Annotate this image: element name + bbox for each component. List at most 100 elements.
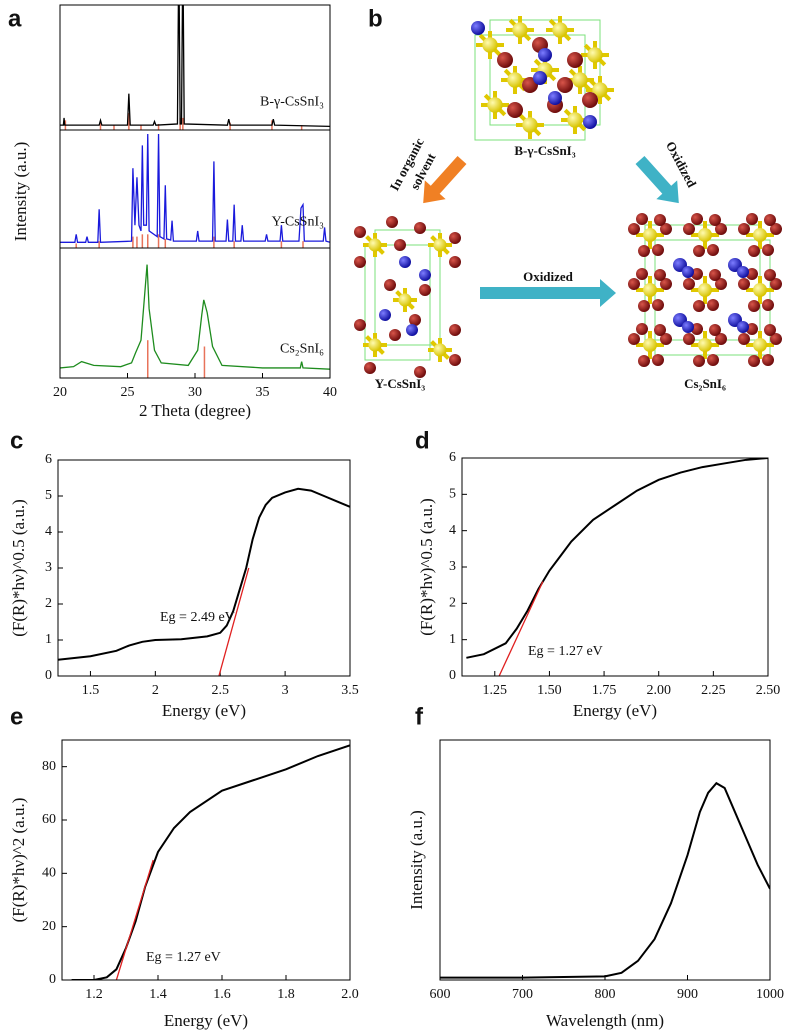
x-tick-label: 25 — [121, 385, 135, 400]
atom — [715, 333, 727, 345]
atom — [683, 278, 695, 290]
atom — [628, 333, 640, 345]
x-tick-label: 1.4 — [149, 987, 167, 1002]
atom — [748, 300, 760, 312]
x-tick-label: 800 — [595, 987, 616, 1002]
data-line — [71, 744, 350, 980]
structure-label: Cs₂SnI₆ — [684, 376, 726, 391]
y-tick-label: 60 — [42, 812, 56, 827]
plot-frame — [59, 4, 331, 379]
pattern-label: Y-CsSnI₃ — [272, 214, 324, 229]
atom — [538, 48, 552, 62]
atom — [419, 284, 431, 296]
plot-area — [71, 744, 350, 980]
atom — [762, 354, 774, 366]
atom — [691, 268, 703, 280]
atom — [557, 77, 573, 93]
atom — [567, 112, 583, 128]
x-tick-label: 900 — [677, 987, 698, 1002]
x-tick-label: 2.50 — [756, 683, 781, 698]
y-tick-label: 1 — [449, 632, 456, 647]
panel-letter: a — [8, 5, 22, 32]
atom — [764, 214, 776, 226]
y-tick-label: 0 — [449, 668, 456, 683]
x-axis-label: Wavelength (nm) — [546, 1011, 664, 1030]
y-tick-label: 5 — [45, 488, 52, 503]
atom — [698, 228, 712, 242]
y-tick-label: 2 — [449, 596, 456, 611]
atom — [707, 299, 719, 311]
atom — [449, 354, 461, 366]
atom — [487, 97, 503, 113]
unit-cell — [654, 239, 771, 356]
atom — [746, 213, 758, 225]
x-tick-label: 1.2 — [85, 987, 103, 1002]
annotation: Eg = 1.27 eV — [146, 950, 221, 965]
y-axis-label: Intensity (a.u.) — [407, 810, 426, 910]
panel-letter: d — [415, 427, 430, 454]
atom — [507, 102, 523, 118]
xrd-panel — [60, 5, 330, 130]
atom — [399, 256, 411, 268]
atom — [691, 323, 703, 335]
x-tick-label: 20 — [53, 385, 67, 400]
x-tick-label: 2 — [152, 683, 159, 698]
atom — [654, 269, 666, 281]
atom — [764, 324, 776, 336]
atom — [587, 47, 603, 63]
atom — [753, 228, 767, 242]
atom — [552, 22, 568, 38]
atom — [693, 300, 705, 312]
atom — [414, 222, 426, 234]
atom — [368, 338, 382, 352]
atom — [707, 244, 719, 256]
atom — [582, 92, 598, 108]
atom — [636, 268, 648, 280]
pattern-line — [60, 5, 330, 128]
x-tick-label: 30 — [188, 385, 202, 400]
y-tick-label: 2 — [45, 596, 52, 611]
y-axis-label: Intensity (a.u.) — [11, 142, 30, 242]
atom — [628, 278, 640, 290]
atom — [638, 300, 650, 312]
y-axis-label: (F(R)*hν)^0.5 (a.u.) — [9, 499, 28, 636]
atom — [533, 71, 547, 85]
atom — [683, 333, 695, 345]
atom — [638, 355, 650, 367]
atom — [693, 245, 705, 257]
annotation: Eg = 1.27 eV — [528, 644, 603, 659]
atom — [389, 329, 401, 341]
atom — [471, 21, 485, 35]
tangent-line — [498, 581, 544, 676]
atom — [497, 52, 513, 68]
atom — [414, 366, 426, 378]
atom — [384, 279, 396, 291]
x-tick-label: 2.00 — [646, 683, 671, 698]
atom — [398, 293, 412, 307]
atom — [354, 319, 366, 331]
x-tick-label: 40 — [323, 385, 337, 400]
x-tick-label: 700 — [512, 987, 533, 1002]
y-tick-label: 1 — [45, 632, 52, 647]
atom — [748, 355, 760, 367]
x-tick-label: 2.5 — [211, 683, 229, 698]
x-tick-label: 2.0 — [341, 987, 359, 1002]
atom — [753, 283, 767, 297]
y-tick-label: 5 — [449, 487, 456, 502]
atom — [698, 338, 712, 352]
atom — [748, 245, 760, 257]
y-tick-label: 40 — [42, 866, 56, 881]
panel-letter: b — [368, 5, 383, 32]
atom — [449, 232, 461, 244]
unit-cell — [364, 244, 431, 361]
atom — [643, 228, 657, 242]
pattern-label: Cs₂SnI₆ — [280, 342, 324, 357]
atom — [364, 362, 376, 374]
y-tick-label: 20 — [42, 919, 56, 934]
plot-area — [466, 458, 768, 676]
y-tick-label: 6 — [45, 452, 52, 467]
atom — [738, 223, 750, 235]
x-tick-label: 1.50 — [537, 683, 562, 698]
atom — [682, 321, 694, 333]
